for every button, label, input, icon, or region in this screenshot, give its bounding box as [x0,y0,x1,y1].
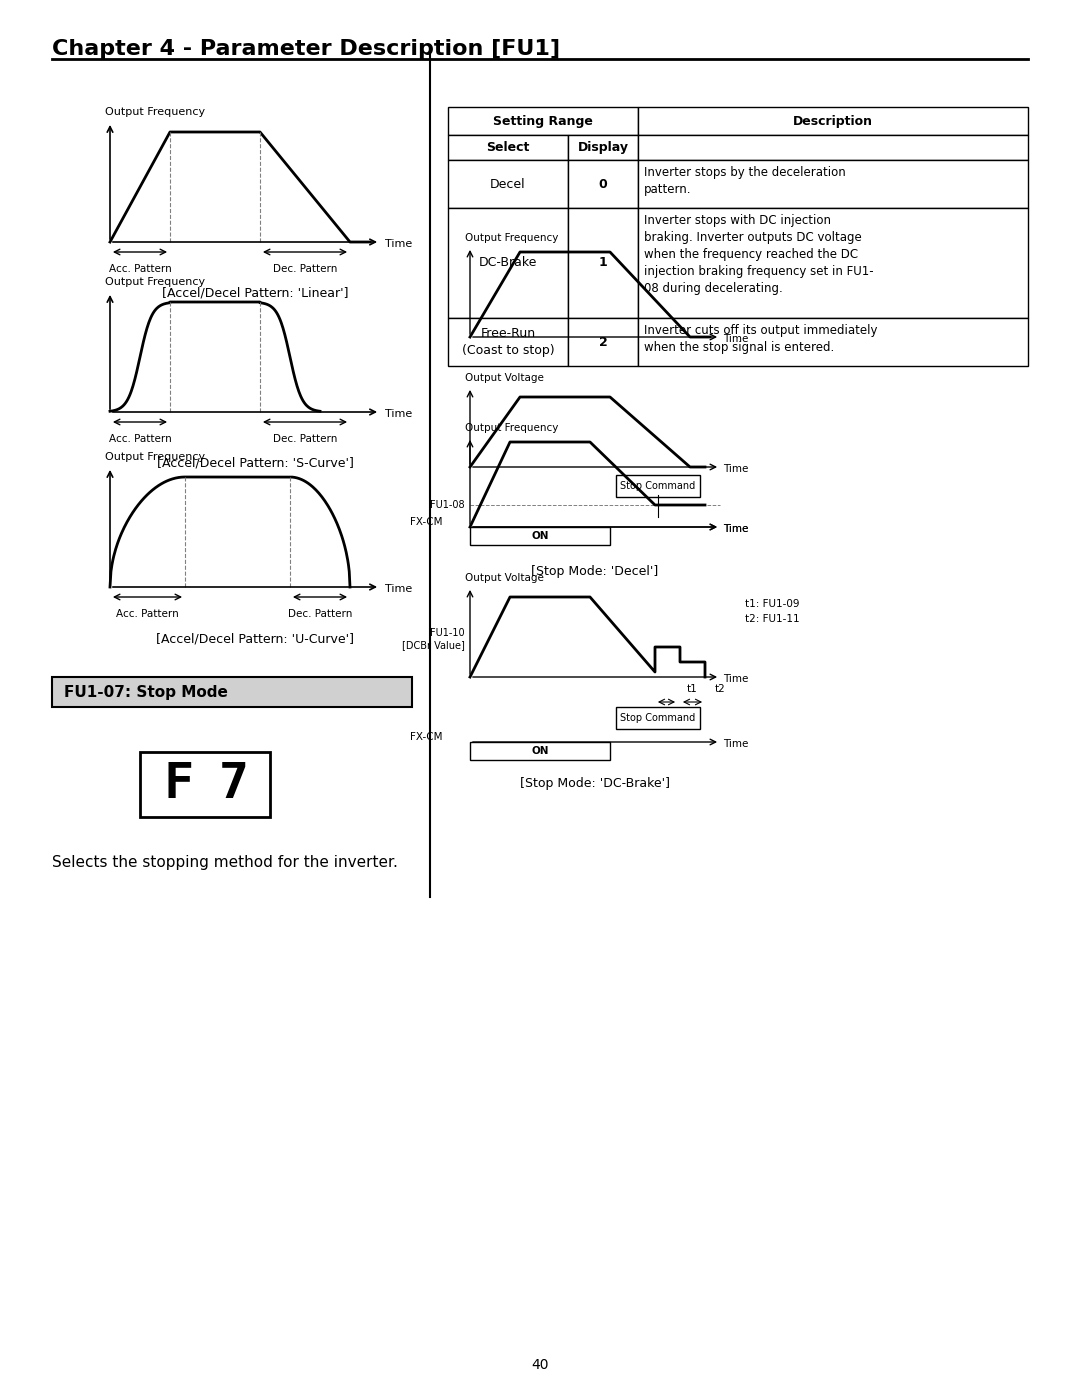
Text: Time: Time [723,524,748,534]
Text: FU1-10
[DCBr Value]: FU1-10 [DCBr Value] [402,627,465,650]
Text: Inverter stops with DC injection
braking. Inverter outputs DC voltage
when the f: Inverter stops with DC injection braking… [644,214,874,295]
Text: t2: FU1-11: t2: FU1-11 [745,615,799,624]
Text: Output Voltage: Output Voltage [465,573,544,583]
Text: FX-CM: FX-CM [410,732,443,742]
Text: Time: Time [384,584,413,594]
Bar [448,161,568,208]
Bar [52,678,411,707]
Text: Output Frequency: Output Frequency [105,108,205,117]
Text: Select: Select [486,141,529,154]
FancyBboxPatch shape [616,707,700,729]
Text: Description: Description [793,115,873,127]
Bar [448,136,568,161]
Bar [470,527,610,545]
Text: Dec. Pattern: Dec. Pattern [273,434,337,444]
Text: Dec. Pattern: Dec. Pattern [287,609,352,619]
Text: t2: t2 [715,685,726,694]
FancyBboxPatch shape [616,475,700,497]
Bar [140,752,270,817]
Text: Inverter cuts off its output immediately
when the stop signal is entered.: Inverter cuts off its output immediately… [644,324,877,353]
Text: ON: ON [531,746,549,756]
Text: Output Frequency: Output Frequency [465,423,558,433]
Text: [Stop Mode: 'DC-Brake']: [Stop Mode: 'DC-Brake'] [519,777,670,789]
Text: Output Frequency: Output Frequency [105,453,205,462]
Text: [Accel/Decel Pattern: 'U-Curve']: [Accel/Decel Pattern: 'U-Curve'] [156,631,354,645]
Bar [448,208,568,319]
Text: 40: 40 [531,1358,549,1372]
Text: Output Frequency: Output Frequency [105,277,205,286]
Text: Time: Time [723,334,748,344]
Text: t1: FU1-09: t1: FU1-09 [745,599,799,609]
Text: [Stop Mode: 'Decel']: [Stop Mode: 'Decel'] [531,564,659,578]
Text: 2: 2 [598,335,607,348]
Text: Time: Time [723,673,748,685]
Text: Time: Time [723,524,748,534]
Bar [638,161,1028,208]
Bar [470,742,610,760]
Text: DC-Brake: DC-Brake [478,257,537,270]
Text: Acc. Pattern: Acc. Pattern [109,434,172,444]
Text: F: F [164,760,194,809]
Text: ON: ON [531,531,549,541]
Text: Setting Range: Setting Range [494,115,593,127]
Text: Free-Run
(Coast to stop): Free-Run (Coast to stop) [461,327,554,358]
Text: Inverter stops by the deceleration
pattern.: Inverter stops by the deceleration patte… [644,166,846,196]
Text: FX-CM: FX-CM [410,517,443,527]
Bar [638,136,1028,161]
Text: Output Voltage: Output Voltage [465,373,544,383]
Bar [568,136,638,161]
Text: Time: Time [384,409,413,419]
Text: [Accel/Decel Pattern: 'Linear']: [Accel/Decel Pattern: 'Linear'] [162,286,348,300]
Text: Time: Time [384,239,413,249]
Text: Selects the stopping method for the inverter.: Selects the stopping method for the inve… [52,855,397,870]
Text: Dec. Pattern: Dec. Pattern [273,264,337,274]
Text: Acc. Pattern: Acc. Pattern [117,609,179,619]
Text: Display: Display [578,141,629,154]
Text: t1: t1 [687,685,698,694]
Bar [448,108,638,136]
Text: Time: Time [723,739,748,749]
Text: FU1-07: Stop Mode: FU1-07: Stop Mode [64,685,228,700]
Text: Stop Command: Stop Command [620,481,696,490]
Text: Decel: Decel [490,177,526,190]
Text: 0: 0 [598,177,607,190]
Text: 1: 1 [598,257,607,270]
Bar [568,319,638,366]
Bar [638,108,1028,136]
Text: 7: 7 [218,760,248,809]
Text: Stop Command: Stop Command [620,712,696,724]
Text: Output Frequency: Output Frequency [465,233,558,243]
Text: Time: Time [723,464,748,474]
Text: Chapter 4 - Parameter Description [FU1]: Chapter 4 - Parameter Description [FU1] [52,39,561,59]
Bar [638,208,1028,319]
Bar [638,319,1028,366]
Bar [448,319,568,366]
Bar [568,161,638,208]
Bar [568,208,638,319]
Text: Acc. Pattern: Acc. Pattern [109,264,172,274]
Text: [Accel/Decel Pattern: 'S-Curve']: [Accel/Decel Pattern: 'S-Curve'] [157,457,353,469]
Text: FU1-08: FU1-08 [430,500,465,510]
